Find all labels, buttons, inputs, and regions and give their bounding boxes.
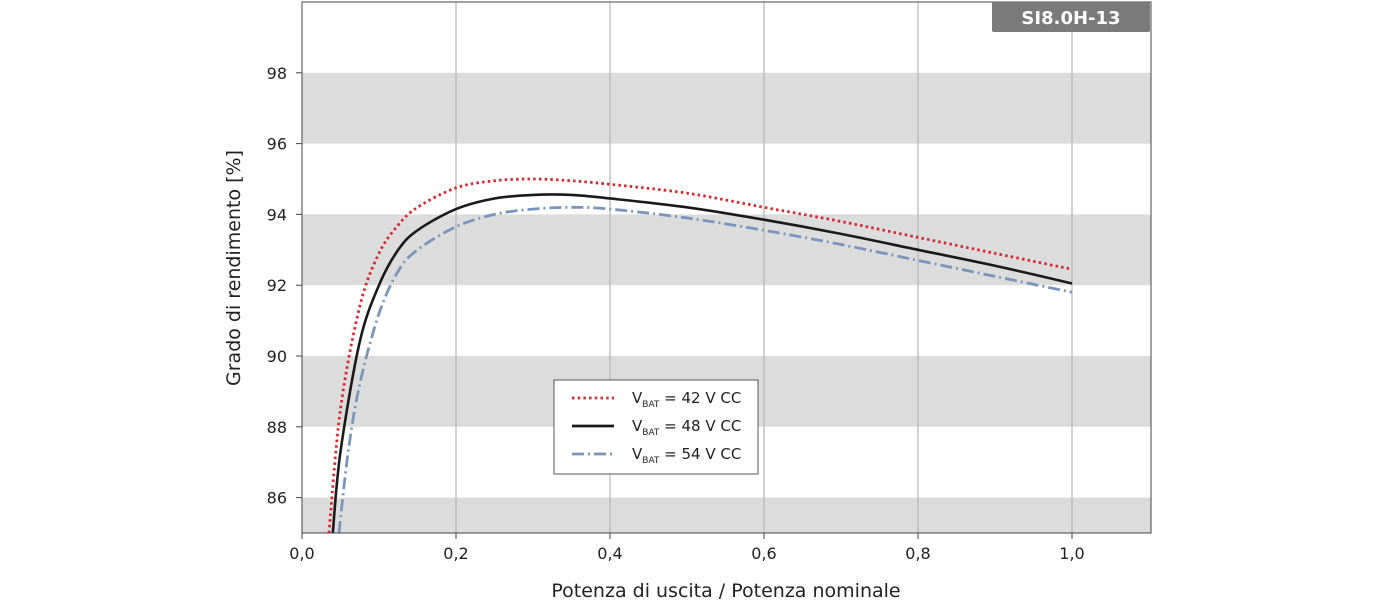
series-lines xyxy=(327,177,1073,534)
plot-frame xyxy=(301,1,1152,534)
y-tick-label: 96 xyxy=(267,135,287,154)
x-axis-title: Potenza di uscita / Potenza nominale xyxy=(551,580,900,602)
model-badge: SI8.0H-13 xyxy=(992,2,1150,32)
x-tick-label: 0,6 xyxy=(751,544,776,563)
y-axis-title: Grado di rendimento [%] xyxy=(223,150,245,386)
model-badge-background xyxy=(992,2,1150,32)
background-band xyxy=(302,72,1151,144)
y-tick-label: 90 xyxy=(267,347,287,366)
y-tick-label: 94 xyxy=(267,205,287,224)
legend-label-2: VBAT = 48 V CC xyxy=(632,417,741,438)
x-tick-label: 0,0 xyxy=(289,544,314,563)
y-axis-ticks: 86 88 90 92 94 96 98 xyxy=(267,64,302,508)
x-axis-ticks: 0,0 0,2 0,4 0,6 0,8 1,0 xyxy=(289,533,1085,563)
y-tick-label: 98 xyxy=(267,64,287,83)
background-band xyxy=(302,497,1151,533)
legend: VBAT = 42 V CC VBAT = 48 V CC VBAT = 54 V … xyxy=(553,379,759,475)
legend-label-3: VBAT = 54 V CC xyxy=(632,445,741,466)
y-tick-label: 92 xyxy=(267,276,287,295)
x-tick-label: 0,4 xyxy=(597,544,622,563)
y-tick-label: 86 xyxy=(267,489,287,508)
series-line-1 xyxy=(327,177,1073,534)
legend-label-1: VBAT = 42 V CC xyxy=(632,389,741,410)
background-band xyxy=(302,214,1151,286)
model-badge-label: SI8.0H-13 xyxy=(1021,8,1120,29)
x-tick-label: 0,8 xyxy=(905,544,930,563)
x-tick-label: 1,0 xyxy=(1059,544,1084,563)
series-line-2 xyxy=(331,193,1073,534)
x-tick-label: 0,2 xyxy=(443,544,468,563)
series-line-3 xyxy=(337,205,1073,534)
y-tick-label: 88 xyxy=(267,418,287,437)
